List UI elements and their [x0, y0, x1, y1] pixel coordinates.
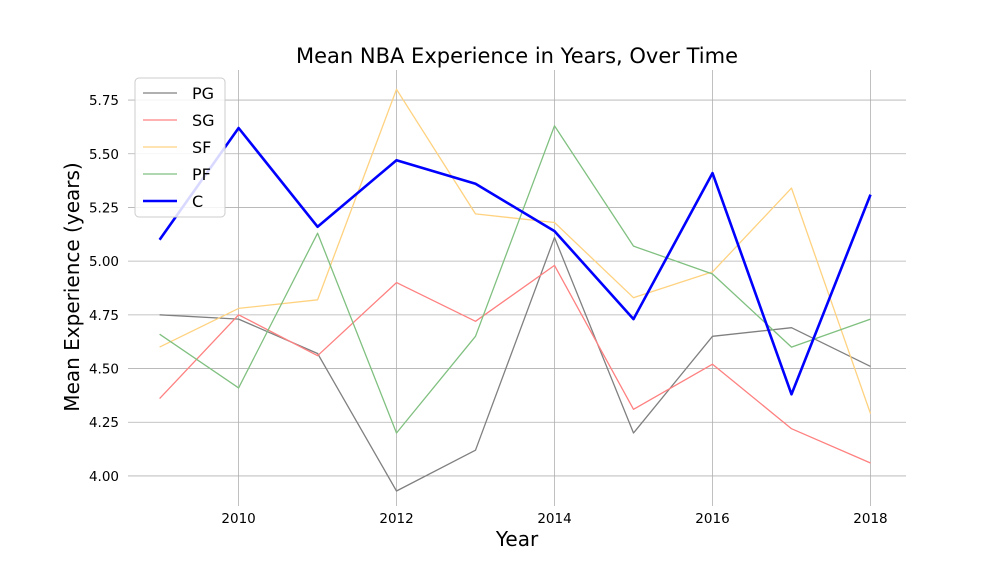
x-tick-label: 2018 — [853, 511, 887, 527]
x-tick-label: 2012 — [379, 511, 413, 527]
legend-label-pg: PG — [192, 84, 214, 103]
x-tick-label: 2010 — [221, 511, 255, 527]
y-tick-label: 5.50 — [89, 147, 119, 163]
y-tick-label: 5.75 — [89, 93, 119, 109]
series-line-sg — [159, 264, 871, 464]
y-axis-label: Mean Experience (years) — [60, 162, 84, 411]
x-axis-label: Year — [495, 527, 539, 551]
x-tick-label: 2016 — [695, 511, 729, 527]
legend-label-sf: SF — [192, 138, 211, 157]
legend-label-sg: SG — [192, 111, 215, 130]
chart-title: Mean NBA Experience in Years, Over Time — [296, 44, 738, 68]
series-line-c — [158, 126, 872, 396]
series-line-pg — [159, 236, 871, 492]
y-tick-label: 4.75 — [89, 308, 119, 324]
x-axis-ticks: 2010 2012 2014 2016 2018 — [221, 511, 887, 527]
series-line-sf — [159, 88, 872, 414]
legend-label-pf: PF — [192, 165, 211, 184]
y-tick-label: 5.25 — [89, 200, 119, 216]
y-tick-label: 4.50 — [89, 362, 119, 378]
x-tick-label: 2014 — [537, 511, 571, 527]
legend-box — [134, 77, 226, 218]
y-axis-ticks: 4.00 4.25 4.50 4.75 5.00 5.25 5.50 5.75 — [89, 93, 119, 485]
legend-label-c: C — [192, 192, 203, 211]
y-tick-label: 4.25 — [89, 415, 119, 431]
series-lines — [158, 88, 872, 492]
y-tick-label: 5.00 — [89, 254, 119, 270]
legend: PG SG SF PF C — [134, 77, 226, 218]
series-line-pf — [159, 125, 871, 434]
y-tick-label: 4.00 — [89, 469, 119, 485]
